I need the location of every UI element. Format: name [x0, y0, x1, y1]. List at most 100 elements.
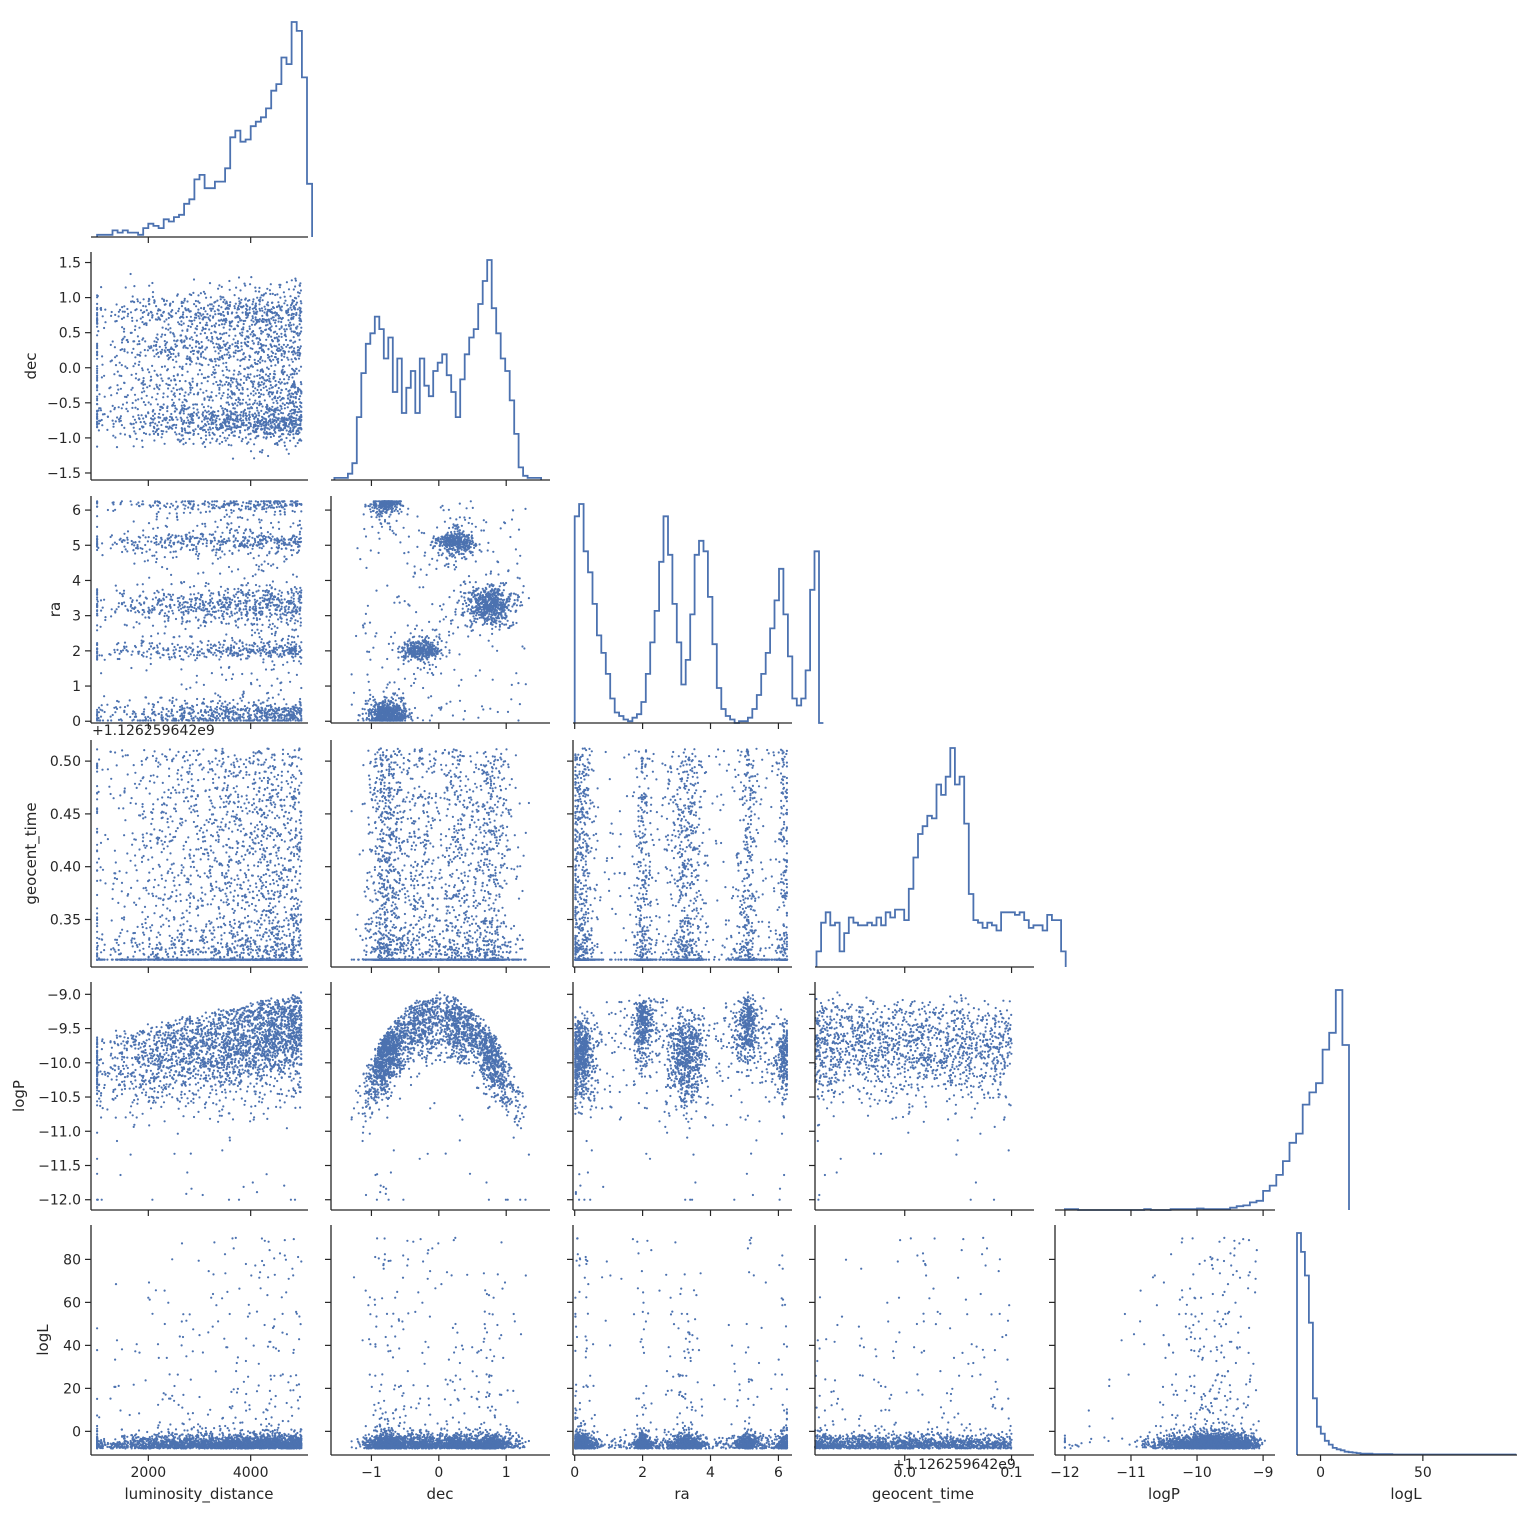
scatter-point — [220, 319, 222, 321]
scatter-point — [299, 520, 301, 522]
scatter-point — [290, 415, 292, 417]
scatter-point — [96, 403, 98, 405]
scatter-point — [223, 344, 225, 346]
scatter-point — [116, 608, 118, 610]
scatter-point — [188, 320, 190, 322]
scatter-point — [189, 387, 191, 389]
scatter-point — [170, 353, 172, 355]
scatter-point — [289, 322, 291, 324]
scatter-point — [195, 610, 197, 612]
scatter-point — [165, 347, 167, 349]
scatter-point — [300, 527, 302, 529]
scatter-point — [116, 446, 118, 448]
scatter-point — [266, 313, 268, 315]
scatter-point — [242, 438, 244, 440]
scatter-point — [189, 392, 191, 394]
scatter-point — [260, 420, 262, 422]
scatter-point — [167, 354, 169, 356]
scatter-point — [127, 539, 129, 541]
scatter-point — [273, 312, 275, 314]
scatter-point — [163, 320, 165, 322]
scatter-point — [202, 543, 204, 545]
scatter-point — [270, 360, 272, 362]
scatter-point — [251, 324, 253, 326]
scatter-point — [300, 510, 302, 512]
scatter-point — [183, 322, 185, 324]
scatter-point — [127, 351, 129, 353]
scatter-point — [164, 304, 166, 306]
scatter-point — [272, 340, 274, 342]
scatter-point — [283, 378, 285, 380]
scatter-point — [259, 362, 261, 364]
scatter-point — [253, 623, 255, 625]
scatter-point — [121, 341, 123, 343]
scatter-point — [212, 423, 214, 425]
scatter-point — [292, 353, 294, 355]
scatter-point — [259, 327, 261, 329]
scatter-point — [134, 552, 136, 554]
scatter-point — [222, 301, 224, 303]
scatter-point — [299, 531, 301, 533]
scatter-point — [288, 378, 290, 380]
scatter-point — [287, 707, 289, 709]
scatter-point — [143, 390, 145, 392]
scatter-point — [179, 412, 181, 414]
scatter-point — [298, 432, 300, 434]
scatter-point — [97, 330, 99, 332]
scatter-point — [247, 345, 249, 347]
scatter-point — [249, 422, 251, 424]
scatter-point — [197, 393, 199, 395]
scatter-point — [165, 343, 167, 345]
scatter-point — [276, 402, 278, 404]
scatter-point — [156, 349, 158, 351]
scatter-point — [273, 331, 275, 333]
scatter-point — [137, 335, 139, 337]
scatter-point — [155, 541, 157, 543]
scatter-point — [271, 355, 273, 357]
scatter-point — [264, 399, 266, 401]
scatter-point — [296, 576, 298, 578]
scatter-point — [183, 420, 185, 422]
scatter-point — [272, 433, 274, 435]
scatter-point — [140, 421, 142, 423]
scatter-point — [237, 540, 239, 542]
scatter-point — [291, 309, 293, 311]
scatter-point — [255, 564, 257, 566]
scatter-point — [249, 600, 251, 602]
scatter-point — [181, 623, 183, 625]
scatter-point — [155, 544, 157, 546]
scatter-point — [298, 370, 300, 372]
scatter-point — [233, 419, 235, 421]
scatter-point — [210, 652, 212, 654]
scatter-point — [269, 650, 271, 652]
scatter-point — [142, 583, 144, 585]
scatter-point — [220, 423, 222, 425]
scatter-point — [263, 436, 265, 438]
scatter-point — [158, 356, 160, 358]
scatter-point — [161, 436, 163, 438]
scatter-point — [268, 320, 270, 322]
scatter-point — [276, 312, 278, 314]
scatter-point — [207, 421, 209, 423]
scatter-point — [193, 407, 195, 409]
scatter-point — [274, 337, 276, 339]
scatter-point — [272, 418, 274, 420]
scatter-point — [98, 707, 100, 709]
scatter-point — [265, 339, 267, 341]
scatter-point — [170, 379, 172, 381]
scatter-point — [165, 417, 167, 419]
scatter-point — [261, 416, 263, 418]
scatter-point — [165, 718, 167, 720]
scatter-point — [260, 519, 262, 521]
scatter-point — [218, 343, 220, 345]
scatter-point — [166, 615, 168, 617]
scatter-point — [291, 423, 293, 425]
scatter-point — [237, 340, 239, 342]
scatter-point — [112, 420, 114, 422]
scatter-point — [300, 410, 302, 412]
scatter-point — [136, 354, 138, 356]
scatter-point — [275, 384, 277, 386]
scatter-point — [240, 345, 242, 347]
scatter-point — [293, 706, 295, 708]
scatter-point — [289, 681, 291, 683]
